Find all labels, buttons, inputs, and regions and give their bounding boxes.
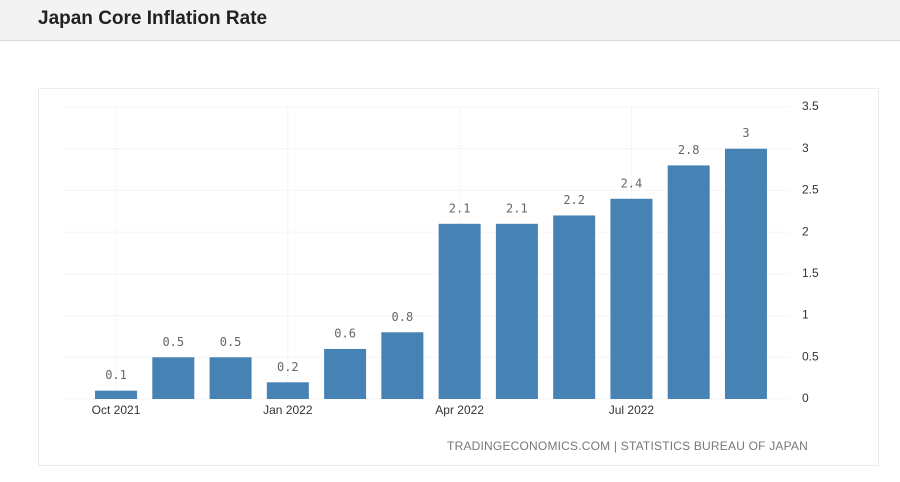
bar	[324, 348, 367, 399]
bar	[95, 390, 138, 399]
y-tick-label: 2	[802, 224, 809, 238]
value-label: 0.5	[220, 335, 242, 349]
y-tick-label: 2.5	[802, 183, 819, 197]
bar	[724, 148, 767, 399]
value-label: 2.1	[506, 201, 528, 215]
y-tick-label: 3.5	[802, 99, 819, 113]
value-label: 2.4	[621, 176, 643, 190]
bar	[381, 332, 424, 399]
value-label: 2.2	[563, 193, 585, 207]
chart-panel	[38, 88, 879, 466]
bar	[152, 357, 195, 399]
y-tick-label: 1	[802, 308, 809, 322]
value-label: 2.1	[449, 201, 471, 215]
source: TRADINGECONOMICS.COM | STATISTICS BUREAU…	[447, 439, 808, 453]
bar	[667, 165, 710, 399]
x-tick-label: Jul 2022	[609, 403, 655, 417]
value-label: 0.2	[277, 360, 299, 374]
value-label: 2.8	[678, 143, 700, 157]
value-label: 0.1	[105, 368, 127, 382]
x-tick-label: Oct 2021	[92, 403, 141, 417]
chart-title: Japan Core Inflation Rate	[38, 8, 268, 29]
header: Japan Core Inflation Rate	[0, 0, 900, 41]
bar	[438, 223, 481, 399]
value-label: 0.8	[392, 310, 414, 324]
y-tick-label: 0	[802, 391, 809, 405]
bar	[209, 357, 252, 399]
value-label: 0.6	[334, 326, 356, 340]
bar	[495, 223, 538, 399]
y-tick-label: 3	[802, 141, 809, 155]
y-tick-label: 0.5	[802, 349, 819, 363]
value-label: 0.5	[162, 335, 184, 349]
bar	[610, 198, 653, 399]
bar	[266, 382, 309, 399]
value-label: 3	[742, 126, 749, 140]
x-tick-label: Jan 2022	[263, 403, 313, 417]
bar	[553, 215, 596, 399]
x-tick-label: Apr 2022	[435, 403, 484, 417]
y-tick-label: 1.5	[802, 266, 819, 280]
